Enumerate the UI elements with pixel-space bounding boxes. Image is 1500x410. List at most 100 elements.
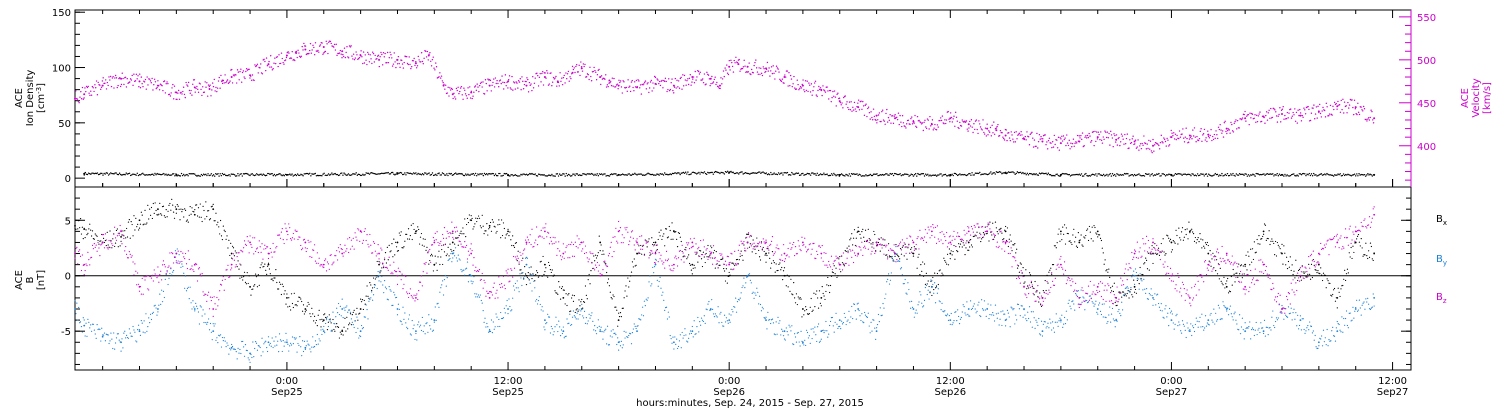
ion-density-point bbox=[774, 173, 776, 175]
by-point bbox=[433, 319, 436, 321]
ion-density-point bbox=[655, 174, 657, 176]
velocity-point bbox=[1280, 121, 1282, 123]
ion-density-point bbox=[719, 172, 721, 175]
ion-density-point bbox=[450, 172, 452, 175]
ion-density-point bbox=[257, 173, 259, 176]
bx-point bbox=[182, 208, 184, 211]
by-point bbox=[396, 314, 399, 316]
bx-point bbox=[1358, 241, 1361, 243]
velocity-point bbox=[563, 74, 565, 77]
bx-point bbox=[1198, 241, 1200, 243]
velocity-point bbox=[423, 57, 425, 60]
by-point bbox=[92, 323, 95, 325]
by-point bbox=[140, 320, 142, 322]
velocity-point bbox=[694, 70, 696, 73]
velocity-point bbox=[1138, 149, 1140, 151]
ion-density-point bbox=[1264, 174, 1266, 177]
velocity-point bbox=[401, 59, 403, 62]
by-point bbox=[394, 294, 396, 296]
bx-point bbox=[722, 258, 724, 260]
velocity-point bbox=[661, 79, 663, 82]
bx-point bbox=[171, 198, 173, 201]
ion-density-point bbox=[274, 175, 277, 177]
velocity-point bbox=[1255, 114, 1258, 117]
velocity-point bbox=[979, 123, 981, 125]
velocity-point bbox=[770, 66, 773, 68]
velocity-point bbox=[303, 42, 305, 45]
by-point bbox=[358, 337, 360, 339]
by-point bbox=[294, 338, 296, 340]
bx-point bbox=[1007, 245, 1009, 248]
ion-density-point bbox=[512, 175, 514, 177]
bx-point bbox=[1231, 284, 1233, 286]
bx-point bbox=[500, 219, 503, 221]
ion-density-point bbox=[374, 173, 376, 175]
by-point bbox=[930, 285, 933, 288]
by-point bbox=[164, 278, 166, 280]
velocity-point bbox=[417, 55, 420, 58]
by-point bbox=[260, 355, 262, 357]
bx-point bbox=[276, 281, 278, 284]
bx-point bbox=[1008, 238, 1010, 240]
ion-density-point bbox=[157, 173, 159, 175]
velocity-point bbox=[853, 101, 856, 104]
ion-density-point bbox=[1053, 174, 1055, 177]
velocity-point bbox=[1044, 134, 1046, 136]
ion-density-points bbox=[83, 170, 1376, 177]
velocity-point bbox=[435, 62, 437, 64]
bx-point bbox=[825, 290, 827, 293]
ion-density-point bbox=[352, 173, 354, 175]
bx-point bbox=[731, 262, 733, 264]
bx-point bbox=[1099, 237, 1102, 239]
ion-density-point bbox=[1294, 174, 1296, 177]
bx-point bbox=[818, 290, 821, 292]
ion-density-point bbox=[136, 172, 138, 174]
velocity-point bbox=[1320, 116, 1323, 118]
velocity-point bbox=[1189, 136, 1192, 139]
ion-density-point bbox=[941, 175, 943, 177]
ion-density-point bbox=[383, 172, 385, 175]
velocity-point bbox=[206, 95, 209, 97]
bx-point bbox=[1048, 271, 1050, 273]
bx-point bbox=[1199, 233, 1201, 235]
bx-point bbox=[687, 256, 689, 258]
bx-point bbox=[1214, 255, 1216, 257]
bx-point bbox=[729, 274, 731, 276]
bx-point bbox=[414, 232, 416, 235]
ion-density-point bbox=[697, 172, 699, 174]
ion-density-point bbox=[791, 171, 793, 174]
bx-point bbox=[445, 255, 447, 257]
bx-point bbox=[1015, 252, 1017, 254]
bx-point bbox=[1040, 304, 1042, 306]
ion-density-point bbox=[1335, 174, 1337, 176]
ion-density-point bbox=[617, 173, 619, 176]
velocity-point bbox=[1328, 113, 1331, 115]
ion-density-point bbox=[1000, 171, 1002, 174]
bx-point bbox=[1368, 250, 1370, 252]
velocity-point bbox=[85, 85, 88, 88]
ion-density-point bbox=[757, 171, 760, 173]
bx-point bbox=[1166, 234, 1168, 236]
bx-point bbox=[1296, 274, 1298, 277]
bx-point bbox=[95, 234, 97, 236]
ion-density-point bbox=[1058, 175, 1061, 177]
bx-point bbox=[1273, 242, 1275, 245]
ion-density-point bbox=[331, 172, 333, 174]
bx-point bbox=[289, 305, 291, 308]
ion-density-point bbox=[679, 173, 681, 176]
bx-point bbox=[522, 257, 524, 259]
velocity-point bbox=[867, 106, 870, 108]
bx-point bbox=[378, 263, 380, 266]
velocity-point bbox=[288, 52, 290, 54]
by-point bbox=[149, 313, 152, 315]
velocity-point bbox=[793, 75, 795, 78]
velocity-point bbox=[958, 127, 960, 130]
ion-density-point bbox=[204, 174, 206, 176]
bx-point bbox=[192, 210, 194, 213]
velocity-point bbox=[857, 102, 859, 104]
bx-point bbox=[1239, 273, 1241, 275]
bx-point bbox=[187, 221, 189, 223]
velocity-point bbox=[570, 77, 572, 80]
by-point bbox=[168, 277, 170, 279]
velocity-point bbox=[1110, 134, 1113, 136]
